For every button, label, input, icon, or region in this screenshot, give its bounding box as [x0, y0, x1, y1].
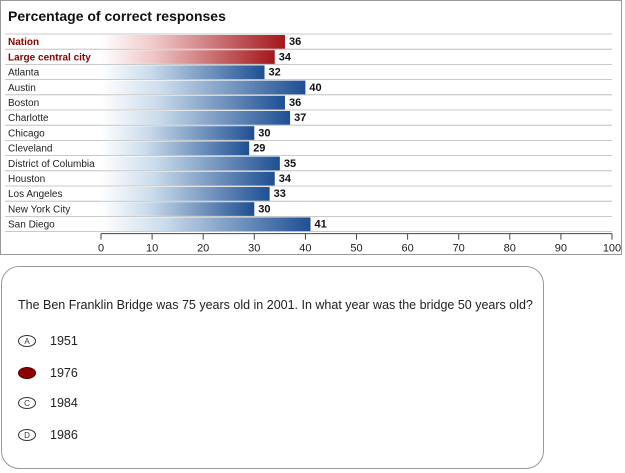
- data-label: 33: [274, 188, 286, 200]
- category-label: Charlotte: [8, 113, 49, 124]
- choice-d[interactable]: D 1986: [18, 428, 78, 442]
- x-tick-label: 10: [146, 243, 158, 255]
- chart-title: Percentage of correct responses: [8, 8, 226, 24]
- bar: [101, 50, 275, 64]
- category-label: Atlanta: [8, 68, 40, 79]
- bar: [101, 156, 280, 171]
- data-label: 30: [258, 127, 270, 139]
- category-label: Chicago: [8, 128, 45, 139]
- bar: [101, 141, 250, 156]
- x-tick-label: 0: [98, 243, 104, 255]
- category-label: Austin: [8, 83, 36, 94]
- bar-chart: Nation 36 Large central city 34 Atlanta 32 Aus…: [5, 33, 621, 255]
- data-label: 34: [279, 51, 292, 63]
- category-label: Cleveland: [8, 144, 52, 155]
- category-label: Large central city: [8, 52, 91, 63]
- choice-a-label: 1951: [50, 334, 78, 348]
- category-label: Los Angeles: [8, 189, 63, 200]
- category-label: Houston: [8, 174, 45, 185]
- x-tick-label: 70: [453, 243, 465, 255]
- data-label: 40: [309, 82, 321, 94]
- data-label: 35: [284, 158, 296, 170]
- x-tick-label: 80: [504, 243, 516, 255]
- data-label: 32: [269, 67, 281, 79]
- x-tick-label: 30: [248, 243, 260, 255]
- x-tick-label: 60: [401, 243, 413, 255]
- x-tick-label: 20: [197, 243, 209, 255]
- choice-c[interactable]: C 1984: [18, 396, 78, 410]
- category-label: District of Columbia: [8, 159, 95, 170]
- x-tick-label: 50: [350, 243, 362, 255]
- bar: [101, 202, 255, 216]
- data-label: 36: [289, 36, 301, 48]
- bar: [101, 35, 285, 49]
- category-label: Boston: [8, 98, 39, 109]
- data-label: 29: [253, 143, 265, 155]
- data-label: 37: [294, 112, 306, 124]
- question-box: [1, 266, 544, 469]
- choice-c-bubble[interactable]: C: [18, 397, 36, 409]
- category-label: Nation: [8, 37, 39, 48]
- choice-d-bubble[interactable]: D: [18, 429, 36, 441]
- x-tick-label: 100: [603, 243, 621, 255]
- bar: [101, 126, 255, 140]
- x-tick-label: 40: [299, 243, 311, 255]
- choice-c-label: 1984: [50, 396, 78, 410]
- data-label: 34: [279, 173, 292, 185]
- choice-d-label: 1986: [50, 428, 78, 442]
- choice-b-bubble-selected[interactable]: [18, 367, 36, 379]
- bar: [101, 111, 291, 125]
- category-label: San Diego: [8, 220, 55, 231]
- data-label: 30: [258, 203, 270, 215]
- bar: [101, 65, 265, 80]
- bar: [101, 187, 270, 201]
- question-text: The Ben Franklin Bridge was 75 years old…: [18, 298, 533, 312]
- bar: [101, 95, 285, 110]
- bar: [101, 217, 311, 232]
- choice-b[interactable]: 1976: [18, 366, 78, 380]
- bar: [101, 80, 306, 95]
- x-tick-label: 90: [555, 243, 567, 255]
- data-label: 41: [315, 219, 327, 231]
- choice-a-bubble[interactable]: A: [18, 335, 36, 347]
- bar: [101, 171, 275, 186]
- data-label: 36: [289, 97, 301, 109]
- choice-a[interactable]: A 1951: [18, 334, 78, 348]
- choice-b-label: 1976: [50, 366, 78, 380]
- category-label: New York City: [8, 204, 70, 215]
